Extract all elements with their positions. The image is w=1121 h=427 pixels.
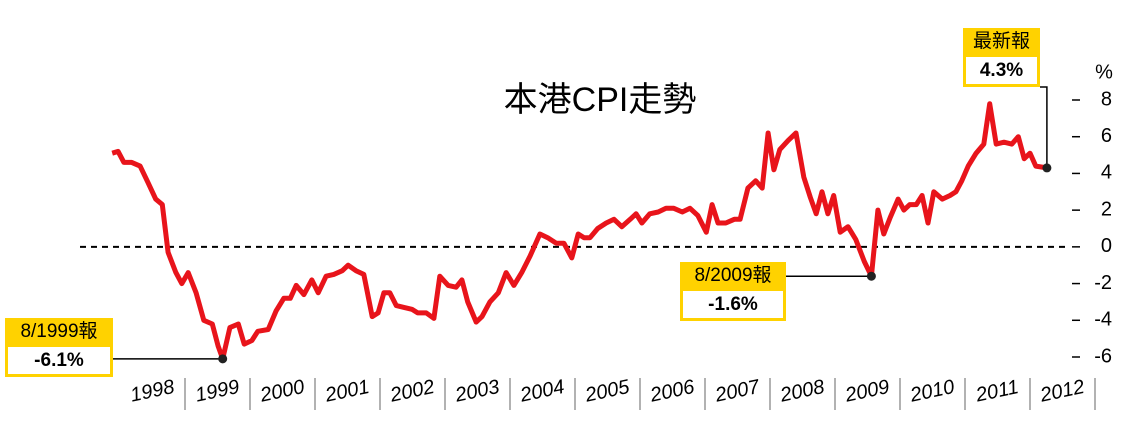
callout-body [680, 288, 786, 321]
callout-value: -6.1% [34, 350, 84, 371]
callout: 最新報 4.3% [963, 28, 1052, 173]
x-tick-label: 1998 [128, 376, 176, 407]
x-tick-label: 2006 [647, 376, 697, 407]
y-tick-label: 2 [1101, 198, 1112, 220]
callout-title: 8/1999報 [20, 320, 97, 342]
callout: 8/2009報 -1.6% [680, 262, 876, 321]
callout: 8/1999報 -6.1% [5, 318, 228, 377]
y-unit: % [1095, 61, 1113, 83]
callout-header [5, 318, 113, 344]
y-tick-label: -2 [1094, 272, 1112, 294]
callout-title: 最新報 [973, 30, 1030, 52]
callout-dot [1042, 163, 1052, 173]
callout-value: -1.6% [708, 294, 758, 315]
cpi-line [111, 101, 1048, 362]
callout-value: 4.3% [980, 60, 1023, 81]
y-tick-label: 4 [1101, 162, 1112, 184]
x-tick-label: 2005 [582, 376, 632, 407]
callout-header [680, 262, 786, 288]
callout-leader [1040, 86, 1048, 168]
x-tick-label: 2011 [973, 376, 1021, 407]
x-tick-label: 1999 [193, 376, 241, 407]
y-tick-label: 6 [1101, 125, 1112, 147]
callout-body [5, 344, 113, 377]
callout-title: 8/2009報 [694, 264, 771, 286]
x-tick-label: 2007 [712, 376, 762, 407]
y-tick-label: 8 [1101, 88, 1112, 110]
x-tick-label: 2002 [387, 376, 436, 407]
x-tick-label: 2003 [452, 376, 501, 407]
y-tick-label: 0 [1101, 235, 1112, 257]
callout-header [963, 28, 1040, 54]
x-tick-label: 2012 [1037, 376, 1086, 407]
callout-dot [866, 271, 876, 281]
y-tick-label: -6 [1094, 345, 1112, 367]
x-tick-label: 2004 [517, 376, 566, 407]
x-tick-label: 2000 [257, 376, 306, 407]
chart-title: 本港CPI走勢 [504, 81, 697, 119]
callout-dot [218, 354, 228, 364]
x-tick-label: 2009 [842, 376, 891, 407]
callout-body [963, 54, 1040, 87]
x-tick-label: 2010 [907, 376, 956, 407]
x-tick-label: 2001 [322, 376, 371, 407]
y-tick-label: -4 [1094, 309, 1112, 331]
x-tick-label: 2008 [777, 376, 826, 407]
